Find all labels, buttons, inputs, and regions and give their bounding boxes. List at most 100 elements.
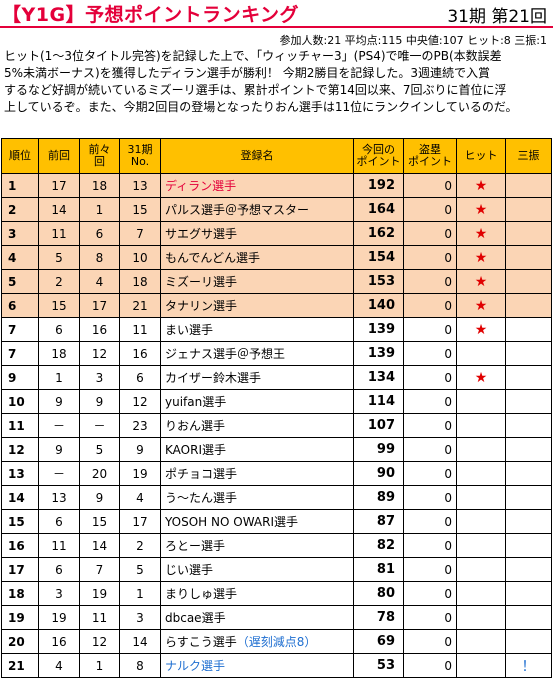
name-cell: ジェナス選手＠予想王	[160, 341, 354, 366]
table-row: 13 － 20 19 ポチョコ選手 90 0	[1, 461, 552, 486]
prev2-cell: 1	[79, 653, 120, 678]
hit-cell	[456, 413, 506, 438]
miss-cell	[505, 461, 552, 486]
hit-cell	[456, 389, 506, 414]
prev-cell: 6	[38, 509, 80, 534]
player-name: KAORI選手	[165, 443, 226, 457]
name-cell: サエグサ選手	[160, 221, 354, 246]
name-cell: カイザー鈴木選手	[160, 365, 354, 390]
steal-cell: 0	[403, 341, 457, 366]
rank-cell: 6	[1, 293, 39, 318]
hit-star-icon: ★	[456, 317, 506, 342]
miss-cell	[505, 269, 552, 294]
prev-cell: 5	[38, 245, 80, 270]
points-cell: 114	[353, 389, 404, 414]
points-cell: 107	[353, 413, 404, 438]
table-row: 15 6 15 17 YOSOH NO OWARI選手 87 0	[1, 509, 552, 534]
miss-cell	[505, 629, 552, 654]
player-name: タナリン選手	[165, 299, 238, 313]
points-cell: 53	[353, 653, 404, 678]
summary-line: するなど好調が続いているミズーリ選手は、累計ポイントで第14回以来、7回ぶりに首…	[4, 83, 507, 97]
prev2-cell: 12	[79, 629, 120, 654]
prev2-cell: 6	[79, 221, 120, 246]
col-prev: 前回	[38, 138, 80, 174]
prev-cell: 6	[38, 317, 80, 342]
points-cell: 87	[353, 509, 404, 534]
name-cell: パルス選手＠予想マスター	[160, 197, 354, 222]
table-row: 7 6 16 11 まい選手 139 0 ★	[1, 317, 552, 342]
prev2-cell: 14	[79, 533, 120, 558]
miss-cell	[505, 485, 552, 510]
hit-cell	[456, 533, 506, 558]
miss-cell	[505, 557, 552, 582]
period-no-cell: 2	[119, 533, 161, 558]
miss-cell	[505, 293, 552, 318]
hit-star-icon: ★	[456, 173, 506, 198]
name-cell: タナリン選手	[160, 293, 354, 318]
hit-cell	[456, 509, 506, 534]
hit-star-icon: ★	[456, 269, 506, 294]
hit-star-icon: ★	[456, 365, 506, 390]
rank-cell: 19	[1, 605, 39, 630]
col-miss: 三振	[505, 138, 552, 174]
prev2-cell: 15	[79, 509, 120, 534]
rank-cell: 4	[1, 245, 39, 270]
player-name: yuifan選手	[165, 395, 227, 409]
steal-cell: 0	[403, 461, 457, 486]
rank-cell: 21	[1, 653, 39, 678]
period-no-cell: 23	[119, 413, 161, 438]
player-name: らすこう選手	[165, 635, 237, 649]
period-no-cell: 4	[119, 485, 161, 510]
points-cell: 140	[353, 293, 404, 318]
steal-cell: 0	[403, 389, 457, 414]
col-hit: ヒット	[456, 138, 506, 174]
prev2-cell: 5	[79, 437, 120, 462]
period-no-cell: 16	[119, 341, 161, 366]
table-row: 5 2 4 18 ミズーリ選手 153 0 ★	[1, 269, 552, 294]
table-body: 1 17 18 13 ディラン選手 192 0 ★ 2 14 1 15 パルス選手＠予想マスター 164 0…	[1, 173, 552, 678]
name-cell: もんでんどん選手	[160, 245, 354, 270]
table-header-row: 順位 前回 前々回 31期 No. 登録名 今回の ポイント 盗塁 ポイント ヒット …	[1, 138, 552, 174]
player-name: ミズーリ選手	[165, 275, 238, 289]
rank-cell: 14	[1, 485, 39, 510]
col-steal: 盗塁 ポイント	[403, 138, 457, 174]
points-cell: 164	[353, 197, 404, 222]
period-no-cell: 13	[119, 173, 161, 198]
prev2-cell: 4	[79, 269, 120, 294]
player-name: カイザー鈴木選手	[165, 371, 262, 385]
prev-cell: 3	[38, 581, 80, 606]
col-points: 今回の ポイント	[353, 138, 404, 174]
table-row: 18 3 19 1 まりしゅ選手 80 0	[1, 581, 552, 606]
steal-cell: 0	[403, 605, 457, 630]
prev2-cell: 11	[79, 605, 120, 630]
hit-cell	[456, 461, 506, 486]
points-cell: 153	[353, 269, 404, 294]
player-name: サエグサ選手	[165, 227, 238, 241]
period-no-cell: 9	[119, 437, 161, 462]
points-cell: 80	[353, 581, 404, 606]
player-name: ポチョコ選手	[165, 467, 238, 481]
prev2-cell: 19	[79, 581, 120, 606]
hit-star-icon: ★	[456, 197, 506, 222]
player-name: まりしゅ選手	[165, 587, 238, 601]
player-name: もんでんどん選手	[165, 251, 261, 265]
rank-cell: 15	[1, 509, 39, 534]
miss-cell	[505, 173, 552, 198]
prev-cell: 1	[38, 365, 80, 390]
prev2-cell: －	[79, 413, 120, 438]
col-prev2: 前々回	[79, 138, 120, 174]
miss-mark: ！	[505, 653, 552, 678]
miss-cell	[505, 389, 552, 414]
table-row: 9 1 3 6 カイザー鈴木選手 134 0 ★	[1, 365, 552, 390]
miss-cell	[505, 413, 552, 438]
rank-cell: 2	[1, 197, 39, 222]
prev2-cell: 9	[79, 389, 120, 414]
hit-star-icon: ★	[456, 221, 506, 246]
name-cell: ディラン選手	[160, 173, 354, 198]
name-cell: ろとー選手	[160, 533, 354, 558]
rank-cell: 17	[1, 557, 39, 582]
player-name: パルス選手＠予想マスター	[165, 203, 310, 217]
steal-cell: 0	[403, 485, 457, 510]
page-title: 【Y1G】予想ポイントランキング	[2, 4, 300, 26]
name-cell: dbcae選手	[160, 605, 354, 630]
